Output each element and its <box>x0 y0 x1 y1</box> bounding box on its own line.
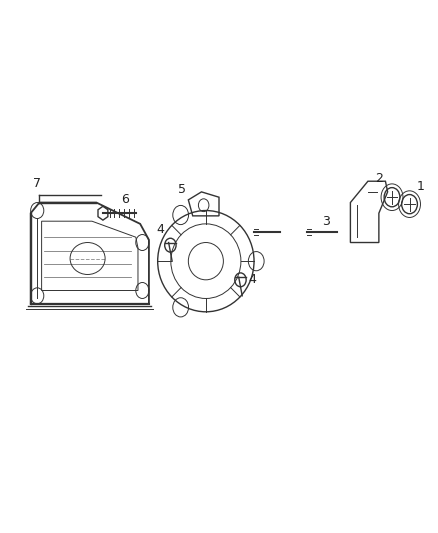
Text: 5: 5 <box>178 183 186 196</box>
Text: 6: 6 <box>121 193 129 206</box>
Text: 2: 2 <box>375 172 383 185</box>
Text: 3: 3 <box>322 215 330 228</box>
Text: 7: 7 <box>33 177 41 190</box>
Text: 4: 4 <box>156 223 164 236</box>
Text: 4: 4 <box>248 273 256 286</box>
Text: 1: 1 <box>417 180 424 193</box>
